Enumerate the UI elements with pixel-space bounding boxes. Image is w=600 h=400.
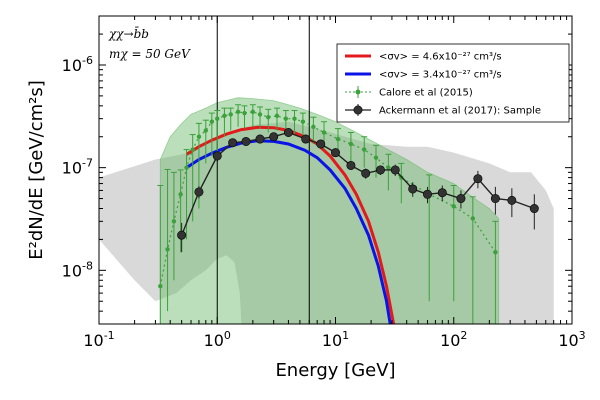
- calore-point: [283, 116, 289, 121]
- calore-point: [203, 128, 208, 133]
- ackermann-point: [490, 194, 500, 204]
- y-tick-label: 10-7: [62, 157, 93, 178]
- calore-point: [178, 192, 183, 197]
- ackermann-point: [473, 174, 483, 184]
- calore-point: [171, 219, 177, 224]
- ackermann-point: [228, 138, 238, 148]
- legend-swatch-marker: [353, 105, 363, 115]
- x-tick-label: 103: [558, 329, 585, 350]
- calore-point: [335, 136, 341, 142]
- ackermann-point: [301, 134, 311, 144]
- x-tick-label: 100: [204, 329, 231, 350]
- calore-point: [451, 204, 456, 209]
- calore-point: [348, 141, 354, 147]
- legend-label: Calore et al (2015): [379, 88, 473, 99]
- ackermann-point: [456, 194, 466, 204]
- calore-point: [209, 119, 215, 124]
- band-0: [99, 121, 554, 324]
- calore-point: [215, 116, 220, 121]
- calore-point: [300, 119, 306, 124]
- calore-point: [266, 115, 271, 120]
- calore-point: [228, 112, 233, 117]
- legend-box: [336, 43, 570, 123]
- legend-label: Ackermann et al (2017): Sample: [379, 106, 541, 117]
- calore-point: [373, 155, 379, 160]
- ackermann-point: [346, 160, 356, 170]
- calore-point: [321, 130, 327, 135]
- calore-point: [292, 116, 297, 121]
- ackermann-point: [316, 139, 326, 149]
- x-tick-label: 102: [440, 329, 467, 350]
- y-tick-label: 10-8: [62, 259, 93, 280]
- ackermann-point: [212, 151, 222, 161]
- calore-point: [493, 250, 498, 255]
- ackermann-point: [194, 187, 204, 197]
- x-tick-label: 10-1: [83, 329, 114, 350]
- x-axis-title: Energy [GeV]: [275, 360, 395, 381]
- ackermann-point: [241, 136, 251, 146]
- ackermann-point: [390, 165, 400, 175]
- legend-swatch-marker: [355, 89, 361, 95]
- calore-point: [257, 112, 263, 117]
- y-axis-title: E²dN/dE [GeV/cm²s]: [26, 80, 47, 260]
- calore-point: [470, 216, 476, 221]
- ackermann-point: [177, 230, 187, 240]
- ackermann-point: [255, 134, 265, 144]
- annotation-1: mχ = 50 GeV: [109, 47, 191, 61]
- calore-point: [386, 165, 391, 170]
- ackermann-point: [330, 148, 340, 158]
- dm-model-line-1: [185, 139, 392, 324]
- calore-point: [190, 147, 195, 152]
- calore-point: [196, 134, 202, 139]
- ackermann-point: [437, 188, 447, 198]
- legend-label: <σv> = 3.4x10⁻²⁷ cm³/s: [379, 70, 502, 81]
- x-tick-label: 101: [322, 329, 349, 350]
- calore-point: [362, 147, 367, 152]
- calore-point: [222, 113, 227, 118]
- legend-label: <σv> = 4.6x10⁻²⁷ cm³/s: [379, 52, 502, 63]
- calore-point: [250, 109, 256, 114]
- calore-point: [184, 165, 189, 170]
- calore-point: [274, 113, 280, 118]
- ackermann-point: [269, 132, 279, 142]
- ackermann-point: [507, 195, 517, 205]
- band-1: [159, 97, 500, 324]
- ackermann-point: [375, 165, 385, 175]
- calore-line: [159, 111, 496, 287]
- ackermann-point: [361, 168, 371, 178]
- ackermann-point: [283, 127, 293, 137]
- calore-point: [235, 109, 241, 114]
- calore-point: [158, 284, 163, 289]
- y-tick-label: 10-6: [62, 54, 93, 75]
- calore-point: [165, 247, 170, 252]
- ackermann-point: [529, 204, 539, 214]
- calore-point: [242, 110, 247, 116]
- annotation-0: χχ→b̄b: [108, 25, 149, 41]
- ackermann-point: [423, 189, 433, 199]
- ackermann-point: [408, 184, 418, 194]
- calore-point: [311, 124, 316, 129]
